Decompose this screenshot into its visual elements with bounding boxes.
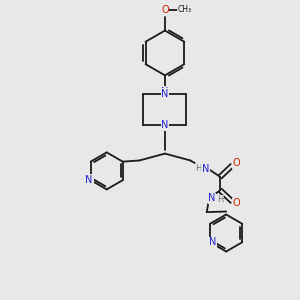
- Text: N: N: [161, 87, 169, 97]
- Text: N: N: [161, 89, 169, 99]
- Text: H: H: [217, 195, 223, 204]
- Text: O: O: [233, 199, 240, 208]
- Text: N: N: [202, 164, 209, 173]
- Text: H: H: [196, 164, 202, 173]
- Text: N: N: [161, 120, 169, 130]
- Text: N: N: [85, 175, 93, 185]
- Text: N: N: [209, 237, 217, 247]
- Text: O: O: [233, 158, 240, 168]
- Text: O: O: [161, 5, 169, 15]
- Text: N: N: [208, 194, 216, 203]
- Text: CH₃: CH₃: [178, 5, 192, 14]
